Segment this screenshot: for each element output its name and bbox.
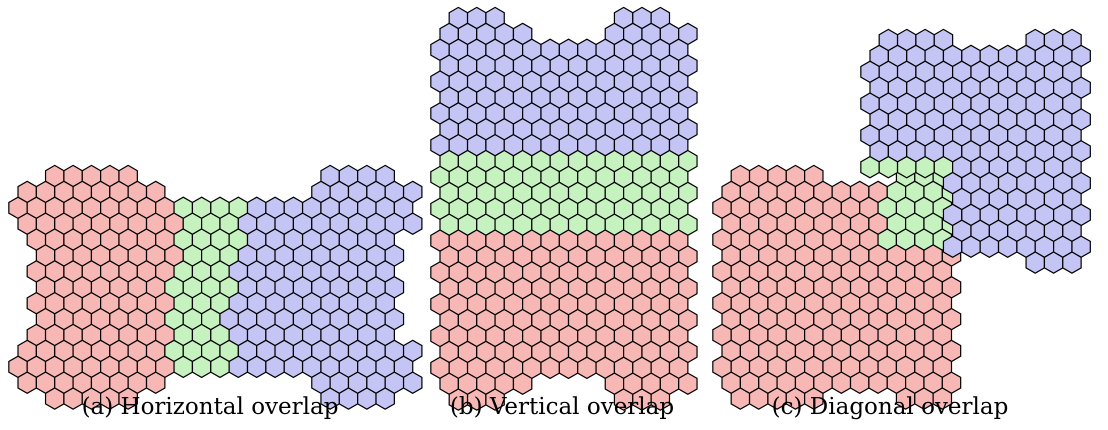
hex-cell [678, 372, 698, 395]
hex-cell [915, 155, 935, 179]
hex-cell [878, 155, 899, 179]
hex-cell [145, 371, 166, 394]
hex-cell [650, 388, 671, 411]
hex-cell [402, 212, 423, 235]
hex-cell [228, 355, 249, 379]
panel-diagonal-overlap [712, 28, 1091, 410]
hex-cell [485, 388, 505, 411]
hex-cell [1025, 251, 1046, 274]
hex-cell [961, 235, 981, 258]
hex-cell [896, 155, 917, 179]
hex-cell [868, 371, 888, 394]
hex-cell [17, 371, 37, 394]
hex-cell [283, 355, 304, 379]
hex-cell [210, 355, 230, 379]
hex-cell [997, 235, 1018, 258]
hex-cell [831, 371, 852, 394]
hex-cell [540, 356, 560, 380]
hex-cell [860, 155, 880, 179]
caption-horizontal-overlap: (a) Horizontal overlap [81, 394, 339, 420]
hex-cell [173, 355, 194, 379]
hex-cell [849, 371, 870, 394]
panel-vertical-overlap [430, 6, 698, 411]
hex-cell [118, 387, 138, 410]
hex-cell [375, 387, 395, 410]
hex-cell [1062, 251, 1082, 274]
hex-cell [265, 355, 285, 379]
hex-cell [512, 372, 533, 395]
caption-diagonal-overlap: (c) Diagonal overlap [771, 394, 1009, 420]
hex-cell [1043, 251, 1064, 274]
hex-cell [932, 387, 953, 410]
hex-cell [191, 355, 212, 379]
caption-vertical-overlap: (b) Vertical overlap [449, 394, 675, 420]
hex-cell [402, 371, 423, 394]
hex-cell [246, 355, 267, 379]
hex-cell [804, 387, 824, 410]
panel-horizontal-overlap [8, 164, 423, 410]
hex-cell [942, 235, 963, 258]
hex-cell [577, 356, 597, 380]
hex-cell [558, 356, 579, 380]
hex-cell [979, 235, 1000, 258]
